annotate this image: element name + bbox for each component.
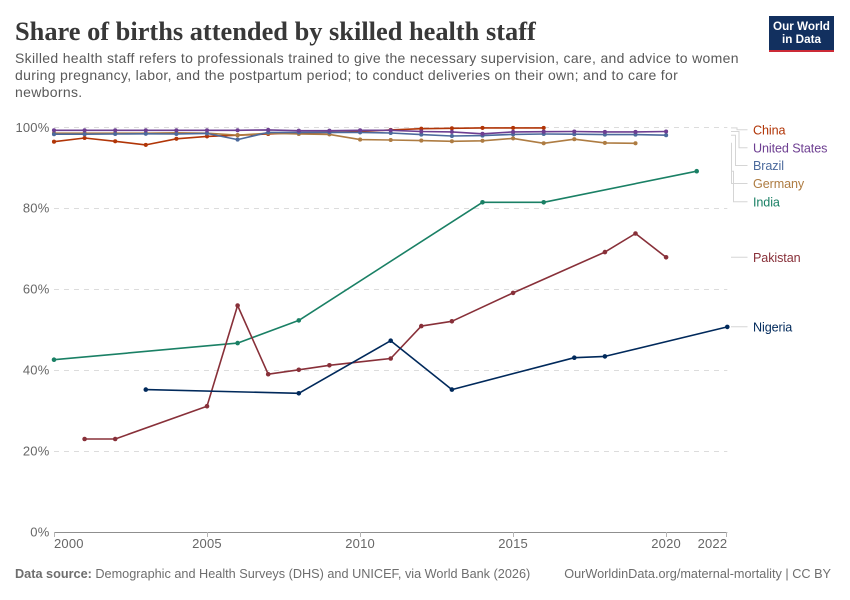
svg-text:20%: 20% [23,443,50,458]
svg-text:40%: 40% [23,363,50,378]
svg-text:2005: 2005 [192,536,222,551]
svg-text:0%: 0% [30,524,49,539]
svg-text:Germany: Germany [753,177,805,191]
svg-text:80%: 80% [23,201,50,216]
svg-text:2000: 2000 [54,536,84,551]
svg-text:Nigeria: Nigeria [753,320,792,334]
svg-text:Pakistan: Pakistan [753,251,801,265]
svg-text:2015: 2015 [498,536,528,551]
svg-text:2010: 2010 [345,536,375,551]
svg-text:60%: 60% [23,282,50,297]
svg-text:2022: 2022 [698,536,728,551]
svg-text:2020: 2020 [651,536,681,551]
svg-text:India: India [753,195,780,209]
svg-text:China: China [753,123,786,137]
svg-text:United States: United States [753,141,827,155]
svg-text:Brazil: Brazil [753,159,784,173]
svg-text:100%: 100% [15,120,49,135]
